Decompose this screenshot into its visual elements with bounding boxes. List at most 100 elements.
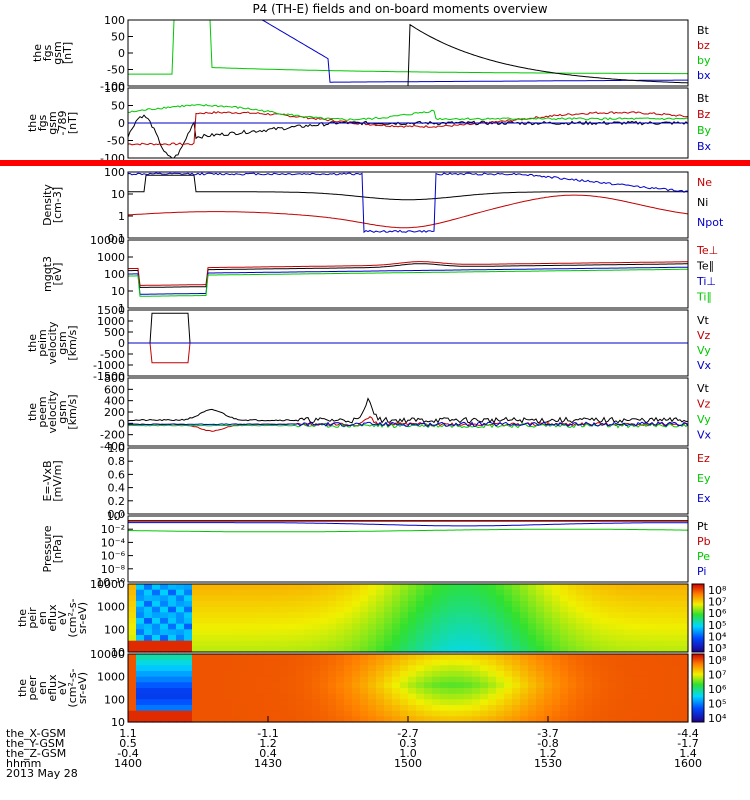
spectrogram-cell: [296, 654, 305, 661]
y-tick-label: 50: [111, 31, 125, 44]
spectrogram-cell: [280, 705, 289, 712]
spectrogram-cell: [240, 671, 249, 678]
spectrogram-cell: [520, 716, 529, 723]
spectrogram-cell: [600, 635, 609, 642]
y-tick-label: 10000: [90, 234, 125, 247]
spectrogram-cell: [528, 654, 537, 661]
spectrogram-cell: [360, 601, 369, 608]
spectrogram-cell: [328, 606, 337, 613]
spectrogram-cell: [656, 623, 665, 630]
spectrogram-cell: [464, 584, 473, 591]
spectrogram-cell: [552, 682, 561, 689]
spectrogram-cell: [520, 589, 529, 596]
spectrogram-cell: [632, 623, 641, 630]
spectrogram-cell: [216, 635, 225, 642]
spectrogram-cell: [552, 618, 561, 625]
spectrogram-cell: [136, 654, 145, 661]
spectrogram-cell: [536, 693, 545, 700]
spectrogram-cell: [656, 646, 665, 653]
spectrogram-cell: [320, 654, 329, 661]
spectrogram-cell: [416, 671, 425, 678]
spectrogram-cell: [664, 654, 673, 661]
spectrogram-cell: [144, 612, 153, 619]
spectrogram-cell: [560, 665, 569, 672]
spectrogram-cell: [360, 699, 369, 706]
spectrogram-cell: [656, 584, 665, 591]
ylabel-line: en: [36, 681, 49, 695]
spectrogram-cell: [336, 589, 345, 596]
spectrogram-cell: [464, 601, 473, 608]
spectrogram-cell: [456, 654, 465, 661]
spectrogram-cell: [376, 601, 385, 608]
spectrogram-cell: [296, 693, 305, 700]
spectrogram-cell: [536, 635, 545, 642]
spectrogram-cell: [632, 699, 641, 706]
spectrogram-cell: [576, 612, 585, 619]
spectrogram-cell: [680, 665, 689, 672]
spectrogram-cell: [488, 623, 497, 630]
spectrogram-cell: [184, 705, 193, 712]
spectrogram-cell: [592, 601, 601, 608]
spectrogram-cell: [328, 640, 337, 647]
spectrogram-cell: [224, 640, 233, 647]
spectrogram-cell: [512, 606, 521, 613]
spectrogram-cell: [504, 584, 513, 591]
spectrogram-cell: [504, 716, 513, 723]
spectrogram-cell: [304, 606, 313, 613]
spectrogram-cell: [624, 665, 633, 672]
spectrogram-cell: [304, 623, 313, 630]
spectrogram-cell: [216, 623, 225, 630]
spectrogram-cell: [512, 693, 521, 700]
spectrogram-cell: [608, 629, 617, 636]
panel-frame: [127, 515, 689, 583]
spectrogram-cell: [232, 601, 241, 608]
spectrogram-cell: [608, 671, 617, 678]
spectrogram-cell: [592, 705, 601, 712]
spectrogram-cell: [616, 654, 625, 661]
spectrogram-cell: [680, 601, 689, 608]
spectrogram-cell: [136, 665, 145, 672]
spectrogram-cell: [680, 646, 689, 653]
spectrogram-cell: [504, 635, 513, 642]
legend-vy: Vy: [697, 344, 711, 357]
spectrogram-cell: [384, 665, 393, 672]
spectrogram-cell: [592, 629, 601, 636]
spectrogram-cell: [392, 589, 401, 596]
spectrogram-cell: [256, 665, 265, 672]
spectrogram-cell: [128, 699, 137, 706]
spectrogram-cell: [600, 618, 609, 625]
spectrogram-cell: [272, 629, 281, 636]
spectrogram-cell: [352, 699, 361, 706]
spectrogram-cell: [464, 671, 473, 678]
spectrogram-cell: [144, 606, 153, 613]
spectrogram-cell: [672, 601, 681, 608]
spectrogram-cell: [264, 618, 273, 625]
spectrogram-cell: [232, 635, 241, 642]
spectrogram-cell: [632, 716, 641, 723]
spectrogram-cell: [680, 676, 689, 683]
spectrogram-cell: [312, 595, 321, 602]
spectrogram-cell: [144, 710, 153, 717]
spectrogram-cell: [200, 710, 209, 717]
spectrogram-cell: [200, 589, 209, 596]
spectrogram-cell: [496, 659, 505, 666]
ylabel-line: en: [36, 611, 49, 625]
spectrogram-cell: [584, 710, 593, 717]
spectrogram-cell: [456, 612, 465, 619]
colorbar-tick-label: 10⁴: [708, 630, 727, 643]
spectrogram-cell: [584, 705, 593, 712]
spectrogram-cell: [168, 699, 177, 706]
spectrogram-cell: [496, 693, 505, 700]
spectrogram-cell: [528, 682, 537, 689]
spectrogram-cell: [288, 646, 297, 653]
spectrogram-cell: [536, 595, 545, 602]
legend-ez: Ez: [697, 452, 710, 465]
spectrogram-cell: [440, 682, 449, 689]
spectrogram-cell: [336, 705, 345, 712]
spectrogram-cell: [456, 682, 465, 689]
spectrogram-cell: [280, 646, 289, 653]
spectrogram-cell: [152, 716, 161, 723]
ylabel-line: E=-VxB: [41, 460, 54, 501]
spectrogram-cell: [472, 612, 481, 619]
spectrogram-cell: [408, 601, 417, 608]
